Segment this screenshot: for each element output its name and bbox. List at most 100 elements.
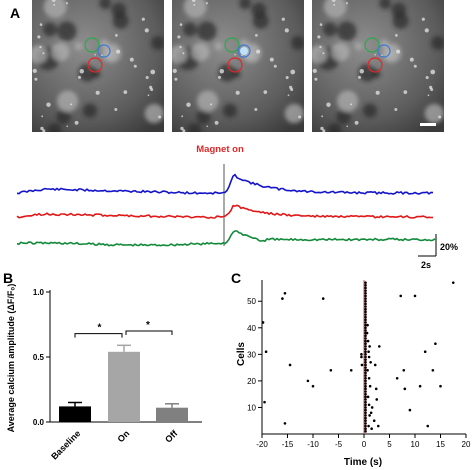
- bright-spot: [177, 35, 181, 39]
- spike-point: [360, 355, 363, 359]
- bright-spot: [39, 23, 43, 26]
- spike-point: [364, 366, 367, 369]
- c-y-tick-label: 10: [247, 403, 256, 412]
- spike-point: [374, 387, 378, 391]
- spike-point: [364, 427, 367, 430]
- bright-spot: [147, 94, 150, 97]
- spike-point: [364, 326, 367, 330]
- spike-point: [369, 361, 372, 364]
- bright-spot: [254, 107, 258, 111]
- spike-point: [311, 384, 315, 388]
- spike-point: [366, 368, 369, 372]
- roi-red-circle: [87, 57, 103, 73]
- spike-point: [368, 345, 371, 348]
- spike-point: [364, 289, 367, 292]
- cell-blob: [362, 103, 377, 118]
- cell-blob: [222, 103, 237, 118]
- c-y-tick-label: 40: [247, 324, 256, 333]
- panel-label-b: B: [3, 270, 14, 286]
- bright-spot: [172, 68, 177, 74]
- calcium-traces: Magnet on 20% 2s: [16, 144, 458, 270]
- bright-spot: [413, 64, 417, 68]
- bright-spot: [320, 126, 324, 131]
- spike-point: [366, 339, 370, 343]
- bright-spot: [333, 4, 336, 6]
- bar-off: [156, 407, 188, 422]
- activated-cell: [240, 47, 248, 55]
- bright-spot: [430, 87, 434, 92]
- bright-spot: [438, 115, 442, 119]
- spike-point: [364, 305, 367, 308]
- cell-blob: [182, 22, 198, 37]
- bright-spot: [32, 68, 37, 74]
- spike-point: [367, 350, 370, 353]
- bar-baseline: [59, 406, 91, 422]
- spike-point: [364, 382, 367, 385]
- c-x-tick-label: 5: [387, 440, 392, 449]
- spike-point: [364, 398, 367, 401]
- cell-blob: [82, 103, 97, 118]
- bright-spot: [254, 33, 258, 37]
- microscopy-frame-on: [172, 0, 304, 132]
- spike-point: [364, 321, 367, 324]
- c-x-tick-label: -15: [282, 440, 294, 449]
- bright-spot: [214, 120, 219, 125]
- spike-point: [364, 310, 367, 314]
- bright-spot: [179, 23, 183, 26]
- bright-spot: [317, 35, 321, 39]
- spike-point: [367, 355, 371, 359]
- cell-blob: [151, 35, 164, 50]
- bright-spot: [180, 126, 184, 131]
- bright-spot: [66, 125, 69, 128]
- spike-point: [264, 350, 268, 353]
- bright-spot: [273, 64, 277, 68]
- spike-point: [364, 376, 367, 380]
- raster-xlabel: Time (s): [344, 457, 382, 468]
- roi-green-circle: [364, 37, 380, 53]
- c-x-tick-label: 20: [462, 440, 471, 449]
- spike-point: [372, 419, 376, 423]
- bright-spot: [359, 69, 365, 74]
- roi-red-circle: [367, 57, 383, 73]
- cell-blob: [424, 103, 444, 124]
- cell-blob: [322, 22, 338, 37]
- spike-point: [364, 347, 367, 351]
- roi-green-circle: [224, 37, 240, 53]
- spike-point: [364, 371, 367, 375]
- significance-bracket: [74, 333, 123, 338]
- bright-spot: [65, 2, 68, 5]
- spike-point: [364, 408, 367, 412]
- cell-blob: [43, 0, 67, 19]
- bright-spot: [421, 17, 425, 21]
- c-x-tick-label: 10: [411, 440, 420, 449]
- bright-spot: [179, 45, 182, 49]
- cell-blob: [392, 12, 409, 29]
- cell-blob: [312, 45, 328, 64]
- bright-spot: [263, 90, 268, 94]
- cell-blob: [42, 22, 58, 37]
- bright-spot: [375, 90, 380, 95]
- spike-point: [367, 376, 371, 380]
- bar-label-on: On: [116, 428, 132, 444]
- roi-blue-circle: [377, 44, 391, 58]
- bright-spot: [77, 75, 81, 79]
- bright-spot: [219, 69, 225, 74]
- spike-point: [364, 299, 367, 303]
- bright-spot: [394, 107, 398, 111]
- spike-point: [364, 297, 367, 300]
- bright-spot: [331, 0, 336, 2]
- bright-spot: [53, 4, 56, 6]
- cell-blob: [323, 0, 347, 19]
- bright-spot: [321, 115, 324, 118]
- bright-spot: [290, 69, 296, 75]
- bright-spot: [39, 45, 42, 49]
- spike-point: [364, 411, 367, 415]
- bright-spot: [150, 87, 154, 92]
- spike-point: [364, 284, 367, 287]
- spike-point: [364, 390, 367, 393]
- spike-point: [364, 403, 367, 407]
- spike-point: [364, 342, 367, 346]
- bright-spot: [354, 120, 359, 125]
- spike-point: [364, 384, 367, 388]
- bright-spot: [193, 4, 196, 6]
